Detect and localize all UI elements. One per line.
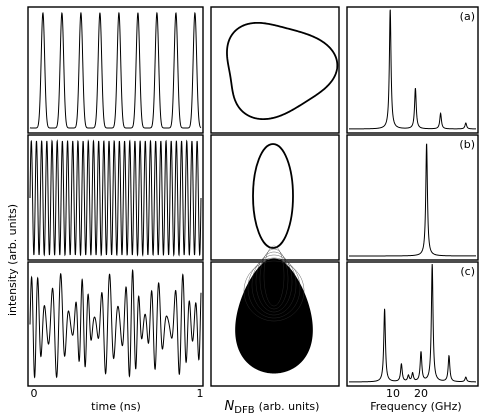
panel-frame-r2-c1 [27,134,204,261]
freq-axis-label: Frequency (GHz) [370,400,461,413]
phase-portrait-a-loop [226,21,339,121]
panel-frame-r1-c1 [27,6,204,134]
panel-frame-r1-c3 [346,6,479,134]
panel-frame-r2-c3 [346,134,479,261]
panel-frame-r3-c1 [27,261,204,387]
ndfb-axis-label: NDFB (arb. units) [225,399,320,414]
phase-portrait-c-inner-2 [255,251,293,313]
row-label-a: (a) [460,10,475,23]
row-label-b: (b) [459,138,475,151]
spectrum-c-line [349,263,476,383]
time-axis-label: time (ns) [91,400,141,413]
phase-portrait-c-inner-5 [243,260,305,322]
phase-portrait-b-ellipse [252,143,294,249]
time-tick-0: 0 [31,387,38,400]
freq-tick-20: 20 [414,387,428,400]
phase-portrait-c-inner-0 [263,245,285,307]
timeseries-a-line [29,11,202,129]
panel-frame-r3-c3 [346,261,479,387]
ndfb-subscript: DFB [234,405,254,414]
panel-frame-r1-c2 [210,6,340,134]
row-label-c: (c) [460,265,475,278]
spectrum-a-line [349,9,477,130]
timeseries-c-line [29,268,202,379]
phase-portrait-c-inner-4 [247,257,301,319]
freq-tick-10: 10 [386,387,400,400]
y-axis-label: intensity (arb. units) [6,204,19,316]
timeseries-b-line [29,139,202,257]
panels-layer [27,6,479,387]
panel-frame-r2-c2 [210,134,340,261]
phase-portrait-c-torus [235,258,313,374]
phase-portrait-c-inner-1 [259,248,289,310]
spectrum-b-line [349,143,476,257]
time-tick-1: 1 [197,387,204,400]
ndfb-symbol: N [225,399,235,414]
phase-portrait-c-inner-3 [251,254,297,316]
ndfb-units: (arb. units) [259,400,320,413]
